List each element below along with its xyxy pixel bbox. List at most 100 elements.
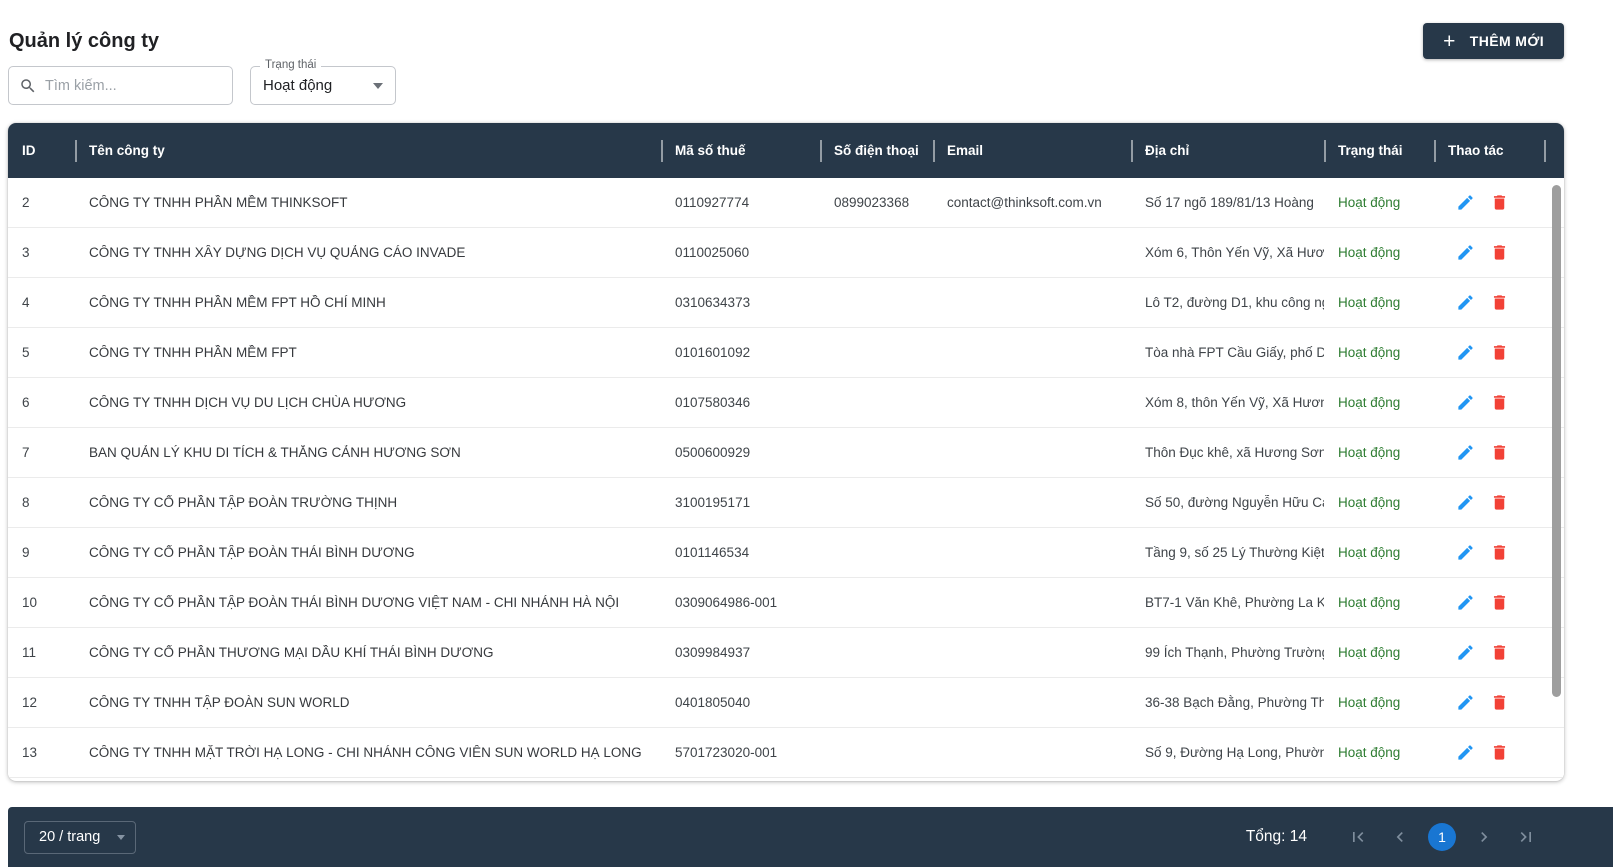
table-row: 6 CÔNG TY TNHH DỊCH VỤ DU LỊCH CHÙA HƯƠN… [8,378,1564,428]
status-filter-select[interactable]: Trạng thái Hoạt động [250,59,396,105]
plus-icon: + [1443,29,1456,53]
page-title: Quản lý công ty [9,30,160,52]
edit-button[interactable] [1456,693,1475,712]
cell-tax-code: 5701723020-001 [675,745,778,760]
edit-button[interactable] [1456,743,1475,762]
edit-button[interactable] [1456,293,1475,312]
cell-tax-code: 0110927774 [675,195,750,210]
cell-tax-code: 0110025060 [675,245,750,260]
table-row: 11 CÔNG TY CỔ PHẦN THƯƠNG MẠI DẦU KHÍ TH… [8,628,1564,678]
edit-button[interactable] [1456,493,1475,512]
search-box[interactable] [8,66,233,105]
status-badge: Hoạt động [1338,345,1401,360]
cell-address: Xóm 8, thôn Yến Vỹ, Xã Hươn [1145,395,1324,410]
status-filter-value: Hoạt động [263,77,333,94]
delete-button[interactable] [1490,643,1509,662]
cell-id: 10 [22,595,38,610]
delete-button[interactable] [1490,443,1509,462]
vertical-scrollbar-thumb[interactable] [1552,185,1561,697]
trash-icon [1493,595,1506,610]
cell-address: Tầng 9, số 25 Lý Thường Kiệt, [1145,545,1324,560]
column-header-id: ID [22,143,36,158]
cell-tax-code: 0309064986-001 [675,595,778,610]
search-input[interactable] [45,77,222,94]
cell-address: Số 17 ngõ 189/81/13 Hoàng [1145,195,1314,210]
cell-tax-code: 0101601092 [675,345,751,360]
trash-icon [1493,545,1506,560]
cell-id: 11 [22,645,37,660]
cell-id: 12 [22,695,38,710]
current-page-button[interactable]: 1 [1428,823,1456,851]
delete-button[interactable] [1490,193,1509,212]
edit-button[interactable] [1456,243,1475,262]
pencil-icon [1458,345,1473,360]
status-badge: Hoạt động [1338,195,1401,210]
table-body: 2 CÔNG TY TNHH PHẦN MỀM THINKSOFT 011092… [8,178,1564,778]
pencil-icon [1458,245,1473,260]
edit-button[interactable] [1456,543,1475,562]
delete-button[interactable] [1490,393,1509,412]
first-page-icon [1353,832,1364,842]
table-row: 2 CÔNG TY TNHH PHẦN MỀM THINKSOFT 011092… [8,178,1564,228]
page-size-value: 20 / trang [39,829,101,845]
first-page-button[interactable] [1341,820,1375,854]
table-row: 7 BAN QUẢN LÝ KHU DI TÍCH & THẮNG CẢNH H… [8,428,1564,478]
cell-address: BT7-1 Văn Khê, Phường La Kh [1145,595,1324,610]
trash-icon [1493,495,1506,510]
cell-company-name: CÔNG TY CỔ PHẦN TẬP ĐOÀN THÁI BÌNH DƯƠNG [89,545,415,560]
pencil-icon [1458,495,1473,510]
cell-company-name: CÔNG TY TNHH PHẦN MỀM THINKSOFT [89,195,348,210]
delete-button[interactable] [1490,293,1509,312]
delete-button[interactable] [1490,593,1509,612]
column-header-email: Email [933,123,1131,178]
pencil-icon [1458,545,1473,560]
cell-id: 3 [22,245,30,260]
cell-address: 36-38 Bạch Đằng, Phường Th [1145,695,1324,710]
cell-company-name: CÔNG TY TNHH XÂY DỰNG DỊCH VỤ QUẢNG CÁO … [89,245,466,260]
delete-button[interactable] [1490,543,1509,562]
total-count-label: Tổng: 14 [1245,828,1307,845]
cell-tax-code: 0101146534 [675,545,750,560]
caret-down-icon [117,834,125,840]
next-page-button[interactable] [1467,820,1501,854]
chevron-left-icon [1396,832,1403,842]
edit-button[interactable] [1456,393,1475,412]
edit-button[interactable] [1456,443,1475,462]
status-badge: Hoạt động [1338,695,1401,710]
trash-icon [1493,445,1506,460]
last-page-button[interactable] [1509,820,1543,854]
column-header-actions: Thao tác [1434,123,1544,178]
previous-page-button[interactable] [1383,820,1417,854]
trash-icon [1493,345,1506,360]
pagination-footer: 20 / trang Tổng: 14 1 [8,807,1613,867]
status-badge: Hoạt động [1338,445,1401,460]
edit-button[interactable] [1456,593,1475,612]
delete-button[interactable] [1490,343,1509,362]
delete-button[interactable] [1490,493,1509,512]
trash-icon [1493,295,1506,310]
cell-email: contact@thinksoft.com.vn [947,195,1102,210]
cell-address: Tòa nhà FPT Cầu Giấy, phố D [1145,345,1324,360]
trash-icon [1493,395,1506,410]
search-icon [21,78,35,92]
cell-company-name: CÔNG TY CỔ PHẦN TẬP ĐOÀN THÁI BÌNH DƯƠNG… [89,595,620,610]
edit-button[interactable] [1456,343,1475,362]
status-badge: Hoạt động [1338,295,1401,310]
pencil-icon [1458,395,1473,410]
cell-company-name: CÔNG TY TNHH DỊCH VỤ DU LỊCH CHÙA HƯƠNG [89,395,407,410]
status-badge: Hoạt động [1338,545,1401,560]
add-new-button[interactable]: + THÊM MỚI [1423,23,1564,59]
delete-button[interactable] [1490,743,1509,762]
table-row: 3 CÔNG TY TNHH XÂY DỰNG DỊCH VỤ QUẢNG CÁ… [8,228,1564,278]
pencil-icon [1458,745,1473,760]
cell-tax-code: 0309984937 [675,645,751,660]
edit-button[interactable] [1456,643,1475,662]
column-header-status: Trạng thái [1324,123,1434,178]
page-size-select[interactable]: 20 / trang [24,820,136,854]
last-page-icon [1520,832,1531,842]
delete-button[interactable] [1490,243,1509,262]
column-header-address: Địa chỉ [1131,123,1324,178]
delete-button[interactable] [1490,693,1509,712]
edit-button[interactable] [1456,193,1475,212]
cell-address: Thôn Đục khê, xã Hương Sơn [1145,445,1324,460]
